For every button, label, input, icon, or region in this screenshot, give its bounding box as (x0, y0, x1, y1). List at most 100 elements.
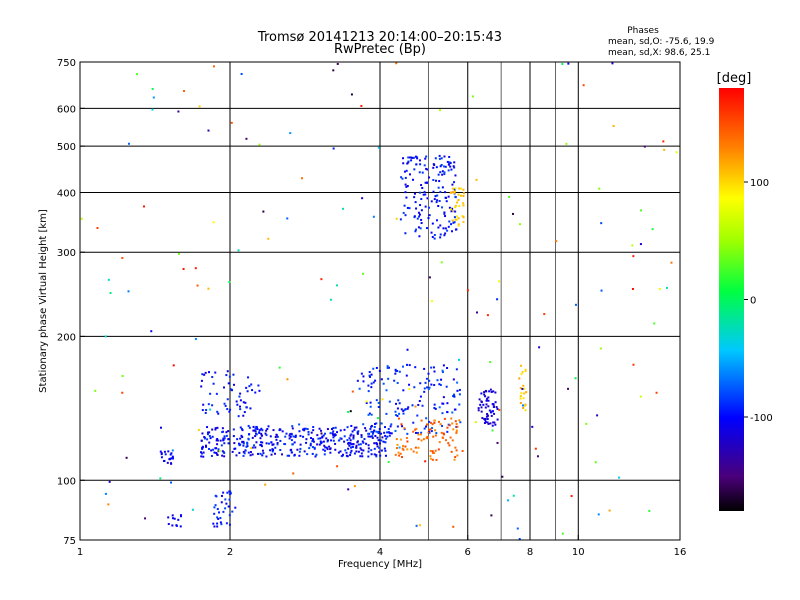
data-point (396, 407, 399, 410)
data-point (507, 499, 510, 502)
data-point (376, 417, 379, 420)
data-point (200, 455, 203, 458)
chart-subtitle: RwPretec (Bp) (334, 42, 426, 57)
data-point (402, 410, 405, 413)
data-point (415, 163, 418, 166)
data-point (243, 411, 246, 414)
data-point (452, 395, 455, 398)
data-point (121, 391, 124, 394)
data-point (454, 456, 457, 459)
data-point (205, 445, 208, 448)
data-point (418, 235, 421, 238)
data-point (518, 538, 521, 541)
data-point (213, 506, 216, 509)
data-point (489, 388, 492, 391)
data-point (326, 439, 329, 442)
data-point (439, 236, 442, 239)
data-point (414, 405, 417, 408)
data-point (437, 186, 440, 189)
data-point (254, 427, 257, 430)
data-point (443, 212, 446, 215)
data-point (401, 447, 404, 450)
data-point (384, 454, 387, 457)
data-point (349, 410, 352, 413)
data-point (216, 508, 219, 511)
data-point (255, 441, 258, 444)
data-point (408, 383, 411, 386)
y-tick-label: 500 (57, 142, 76, 153)
data-point (435, 201, 438, 204)
data-point (450, 450, 453, 453)
data-point (416, 432, 419, 435)
data-point (408, 156, 411, 159)
data-point (207, 403, 210, 406)
data-point (631, 287, 634, 290)
data-point (495, 406, 498, 409)
data-point (416, 157, 419, 160)
data-point (269, 435, 272, 438)
data-point (203, 373, 206, 376)
data-point (232, 428, 235, 431)
data-point (223, 437, 226, 440)
y-tick-label: 750 (57, 58, 76, 69)
data-point (378, 369, 381, 372)
data-point (293, 454, 296, 457)
data-point (419, 163, 422, 166)
data-point (319, 437, 322, 440)
data-point (431, 423, 434, 426)
data-point (191, 508, 194, 511)
data-point (454, 420, 457, 423)
data-point (201, 373, 204, 376)
x-axis-label: Frequency [MHz] (338, 559, 422, 570)
data-point (355, 446, 358, 449)
data-point (212, 522, 215, 525)
data-point (260, 434, 263, 437)
data-point (423, 387, 426, 390)
data-point (485, 390, 488, 393)
data-point (308, 447, 311, 450)
data-point (242, 444, 245, 447)
data-point (206, 438, 209, 441)
data-point (302, 435, 305, 438)
data-point (420, 222, 423, 225)
data-point (432, 190, 435, 193)
data-point (522, 404, 525, 407)
data-point (387, 366, 390, 369)
data-point (356, 432, 359, 435)
data-point (455, 228, 458, 231)
data-point (179, 525, 182, 528)
data-point (232, 435, 235, 438)
data-point (357, 443, 360, 446)
data-point (445, 196, 448, 199)
data-point (498, 408, 501, 411)
data-point (600, 222, 603, 225)
data-point (284, 443, 287, 446)
data-point (443, 417, 446, 420)
data-point (315, 453, 318, 456)
data-point (670, 261, 673, 264)
data-point (222, 437, 225, 440)
data-point (171, 449, 174, 452)
data-point (321, 436, 324, 439)
data-point (487, 396, 490, 399)
data-point (331, 428, 334, 431)
data-point (512, 494, 515, 497)
data-point (419, 395, 422, 398)
data-point (177, 110, 180, 113)
data-point (414, 428, 417, 431)
data-point (169, 462, 172, 465)
data-point (496, 407, 499, 410)
data-point (417, 211, 420, 214)
data-point (299, 443, 302, 446)
data-point (216, 453, 219, 456)
data-point (367, 444, 370, 447)
data-point (244, 449, 247, 452)
data-point (401, 177, 404, 180)
data-point (208, 435, 211, 438)
data-point (312, 440, 315, 443)
data-point (247, 424, 250, 427)
data-point (371, 435, 374, 438)
data-point (222, 510, 225, 513)
data-point (380, 449, 383, 452)
data-point (516, 527, 519, 530)
